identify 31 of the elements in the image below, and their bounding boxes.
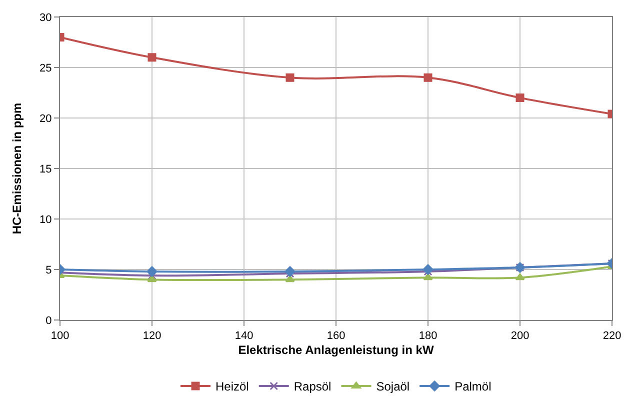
x-tick-label: 140 (234, 330, 254, 342)
x-tick-label: 220 (602, 330, 622, 342)
point (148, 53, 156, 62)
legend-label: Palmöl (454, 380, 492, 394)
point (424, 73, 432, 82)
x-tick-label: 100 (50, 330, 70, 342)
point (286, 73, 294, 82)
point (285, 275, 295, 282)
y-tick-label: 15 (40, 163, 52, 176)
point (422, 264, 434, 275)
legend-label: Sojaöl (376, 380, 410, 394)
x-tick-label: 120 (142, 330, 162, 342)
y-tick-label: 10 (40, 214, 52, 226)
x-tick-label: 180 (418, 330, 438, 342)
legend-label: Heizöl (216, 380, 249, 394)
point (284, 266, 296, 277)
y-tick-label: 20 (40, 112, 52, 125)
y-tick-label: 25 (40, 62, 52, 74)
x-tick-label: 160 (326, 330, 346, 342)
point (515, 273, 525, 280)
y-tick-label: 30 (40, 12, 52, 24)
y-tick-label: 0 (46, 314, 52, 327)
legend-label: Rapsöl (294, 380, 332, 394)
point (147, 275, 157, 282)
x-tick-label: 200 (510, 330, 530, 342)
x-axis-title: Elektrische Anlagenleistung in kW (238, 343, 434, 358)
y-axis-title: HC-Emissionen in ppm (10, 102, 24, 234)
point (423, 273, 433, 280)
y-tick-label: 5 (46, 264, 52, 276)
point (146, 266, 158, 277)
point (516, 94, 524, 102)
